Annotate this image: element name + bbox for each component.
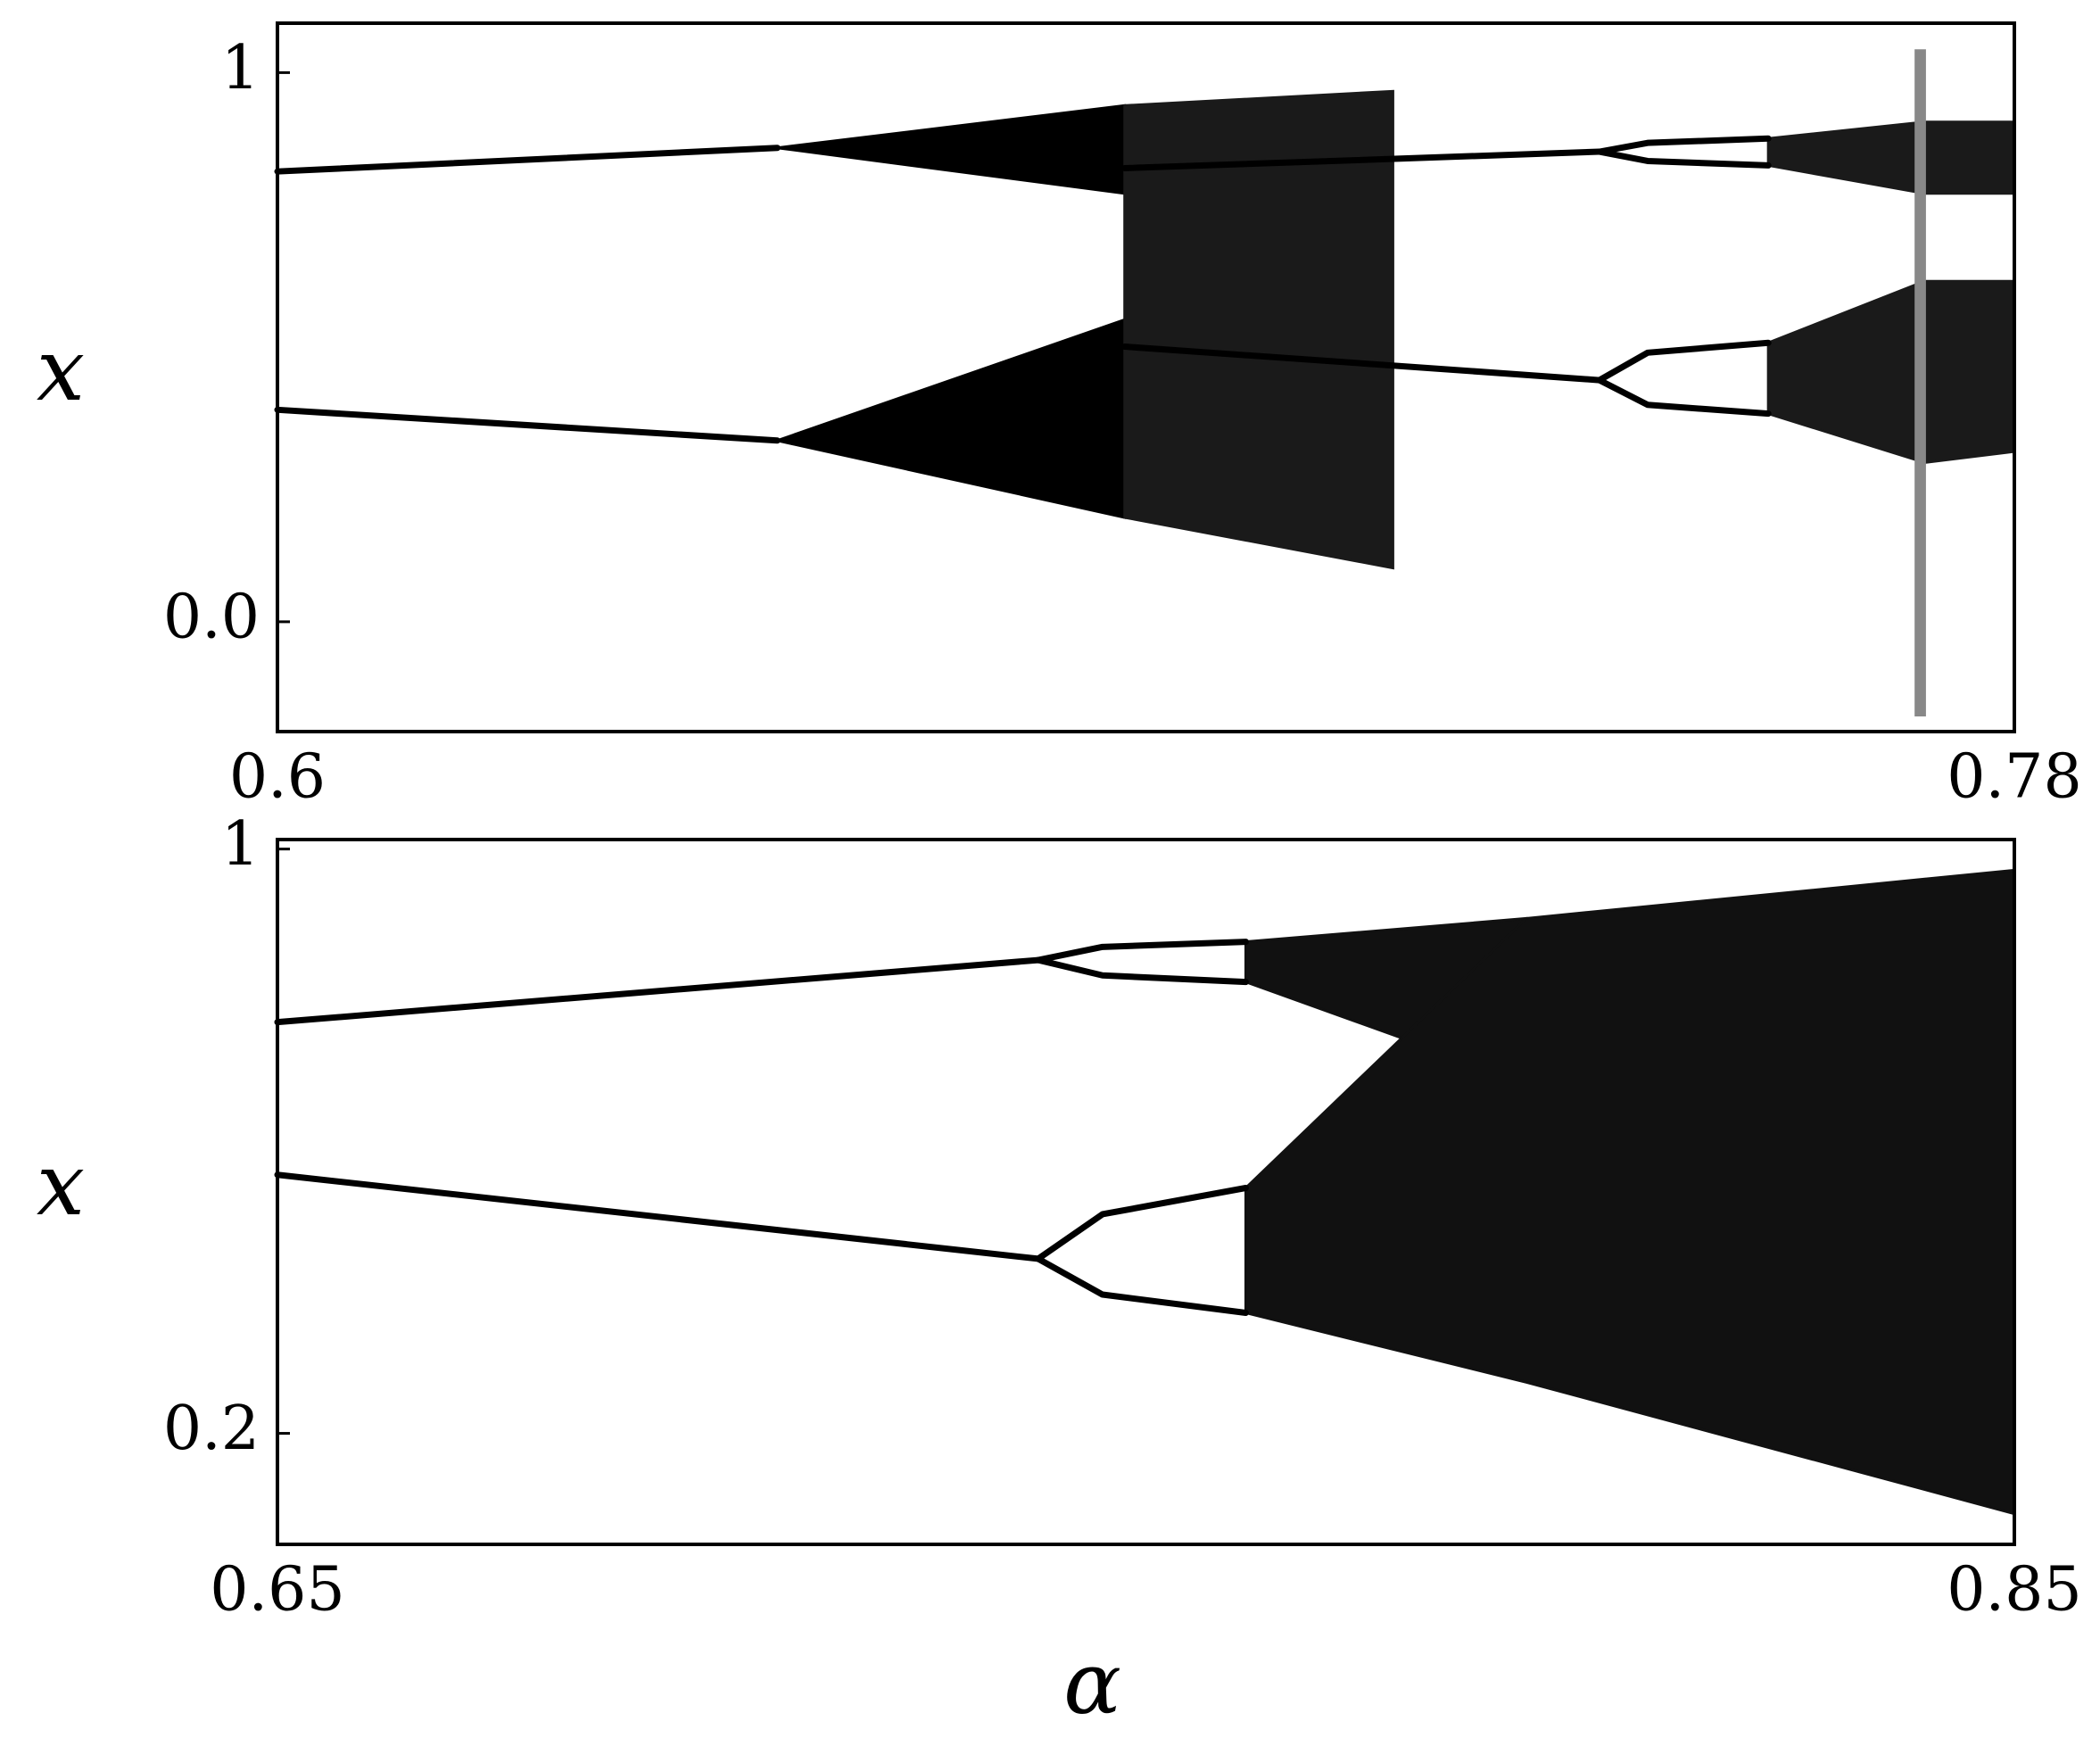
branch-line xyxy=(1121,148,1603,171)
branch-line xyxy=(274,956,1042,1026)
branch-line xyxy=(1121,343,1603,384)
x-tick-label: 0.78 xyxy=(1947,742,2081,813)
chaotic-band xyxy=(1123,89,1394,570)
chaotic-band xyxy=(1766,279,2016,464)
y-tick-label: 0.2 xyxy=(163,1394,260,1464)
y-axis-label: x xyxy=(37,1135,85,1235)
y-tick-label: 0.0 xyxy=(163,582,260,652)
plot-frame xyxy=(276,21,2016,733)
branch-line xyxy=(1035,956,1249,986)
x-tick-label: 0.65 xyxy=(210,1555,344,1626)
branch-line xyxy=(1596,339,1772,384)
y-axis-label: x xyxy=(37,320,85,420)
chaotic-band xyxy=(777,103,1127,195)
x-tick-label: 0.85 xyxy=(1947,1555,2081,1626)
plot-frame xyxy=(276,838,2016,1546)
x-tick-label: 0.6 xyxy=(229,742,326,813)
y-tick-label: 1 xyxy=(221,33,260,103)
branch-line xyxy=(274,145,781,175)
branch-line xyxy=(274,1171,1042,1262)
branch-line xyxy=(274,406,781,444)
y-tick-label: 1 xyxy=(221,809,260,880)
branch-line xyxy=(1035,1184,1249,1262)
x-axis-label: α xyxy=(1063,1634,1121,1734)
branch-line xyxy=(1596,377,1772,418)
branch-line xyxy=(1596,148,1772,169)
branch-line xyxy=(1596,135,1772,155)
chaotic-band xyxy=(772,318,1127,519)
chaotic-band xyxy=(1914,49,1926,717)
chaotic-band xyxy=(1766,120,2016,195)
branch-line xyxy=(1035,939,1249,964)
branch-line xyxy=(1035,1255,1249,1316)
